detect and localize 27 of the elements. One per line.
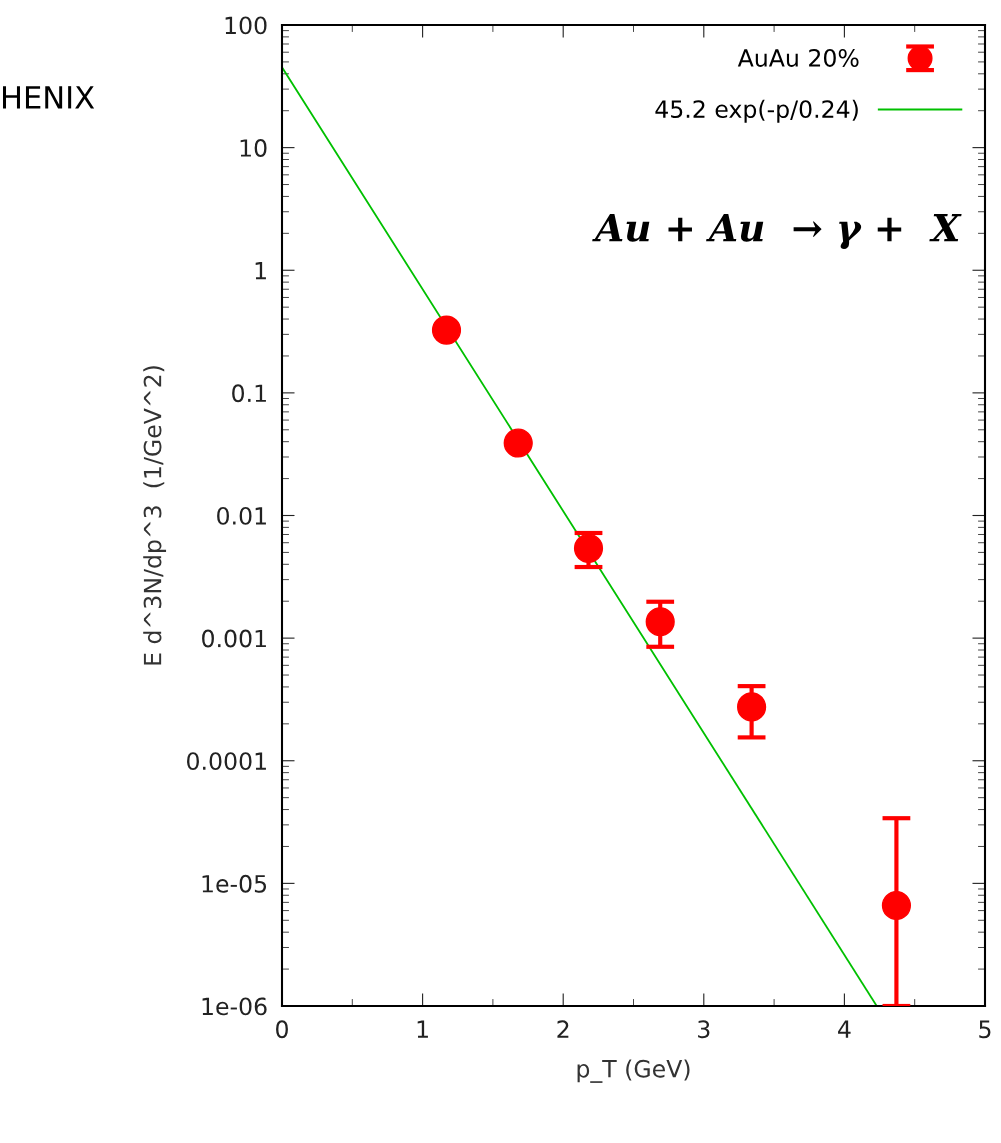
x-tick-label: 2 bbox=[557, 1020, 569, 1038]
y-tick-label: 0.0001 bbox=[187, 752, 266, 771]
legend-label: 45.2 exp(-p/0.24) bbox=[655, 99, 858, 123]
point bbox=[645, 607, 675, 637]
point bbox=[881, 890, 912, 921]
y-tick-label: 10 bbox=[240, 139, 267, 157]
y-tick-label: 0.001 bbox=[202, 629, 266, 648]
x-tick-label: 0 bbox=[276, 1020, 288, 1039]
annotation: Au + Au → γ + X bbox=[592, 213, 962, 250]
point bbox=[737, 692, 767, 722]
point bbox=[573, 533, 604, 563]
y-axis-title: E d^3N/dp^3 (1/GeV^2) bbox=[143, 366, 167, 665]
y-tick-label: 100 bbox=[225, 16, 267, 35]
point bbox=[431, 315, 462, 345]
y-tick-label: 1e-06 bbox=[202, 997, 267, 1016]
legend-label: AuAu 20% bbox=[737, 49, 859, 67]
x-tick-label: 5 bbox=[979, 1020, 991, 1039]
x-tick-label: 1 bbox=[417, 1020, 428, 1038]
x-axis-title: p_T (GeV) bbox=[577, 1059, 690, 1083]
y-tick-label: 1 bbox=[255, 262, 266, 280]
y-tick-label: 1e-05 bbox=[202, 874, 267, 893]
y-tick-label: 0.1 bbox=[232, 384, 266, 403]
x-tick-label: 4 bbox=[838, 1020, 851, 1038]
x-tick-label: 3 bbox=[698, 1020, 710, 1039]
point bbox=[503, 428, 533, 458]
y-tick-label: 0.01 bbox=[217, 506, 266, 525]
text: HENIX bbox=[3, 86, 95, 109]
